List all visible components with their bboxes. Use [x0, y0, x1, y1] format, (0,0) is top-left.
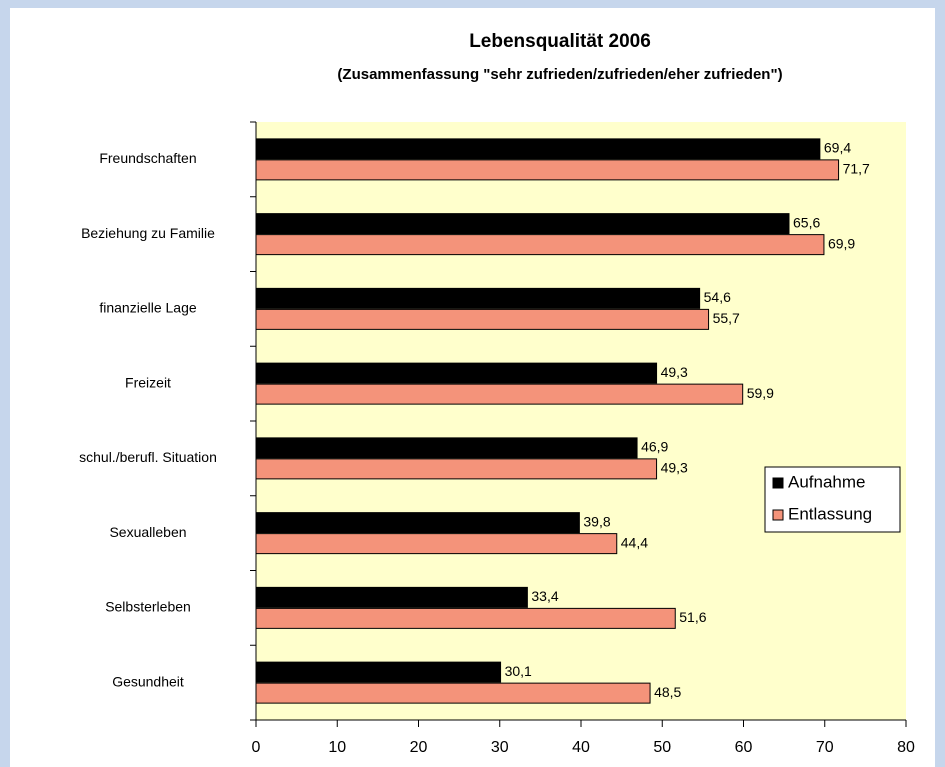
x-tick-label: 50: [653, 739, 671, 756]
x-tick-label: 20: [410, 739, 428, 756]
value-label: 44,4: [621, 534, 648, 550]
value-label: 49,3: [661, 364, 688, 380]
value-label: 69,9: [828, 235, 855, 251]
bar: [255, 159, 840, 181]
y-tick-label: Freizeit: [125, 374, 171, 390]
value-label: 48,5: [654, 684, 681, 700]
bar: [255, 607, 676, 629]
y-tick-label: schul./berufl. Situation: [79, 449, 217, 465]
value-label: 33,4: [531, 588, 558, 604]
value-label: 55,7: [713, 310, 740, 326]
plot-area: [256, 122, 906, 720]
bar: [255, 661, 502, 683]
value-label: 59,9: [747, 385, 774, 401]
value-label: 46,9: [641, 439, 668, 455]
y-tick-label: Beziehung zu Familie: [81, 225, 215, 241]
legend-swatch: [772, 509, 784, 521]
bar: [255, 362, 658, 384]
value-label: 51,6: [679, 609, 706, 625]
bar: [255, 437, 638, 459]
legend-swatch: [772, 477, 784, 489]
value-label: 49,3: [661, 460, 688, 476]
bar: [255, 383, 744, 405]
value-label: 71,7: [843, 161, 870, 177]
bar: [255, 458, 658, 480]
chart-subtitle: (Zusammenfassung "sehr zufrieden/zufried…: [337, 66, 782, 83]
y-tick-label: Gesundheit: [112, 673, 184, 689]
bar: [255, 533, 618, 555]
x-tick-label: 60: [735, 739, 753, 756]
x-tick-label: 30: [491, 739, 509, 756]
y-tick-label: Sexualleben: [109, 524, 186, 540]
value-label: 54,6: [704, 289, 731, 305]
bar: [255, 308, 710, 330]
value-label: 65,6: [793, 214, 820, 230]
y-tick-label: Freundschaften: [99, 150, 196, 166]
x-tick-label: 0: [252, 739, 261, 756]
x-tick-label: 40: [572, 739, 590, 756]
bar: [255, 586, 528, 608]
y-tick-label: Selbsterleben: [105, 599, 191, 615]
chart-title: Lebensqualität 2006: [469, 31, 651, 52]
bar: [255, 138, 821, 160]
bar: [255, 512, 580, 534]
x-tick-label: 80: [897, 739, 915, 756]
x-tick-label: 70: [816, 739, 834, 756]
bar: [255, 682, 651, 704]
bar: [255, 287, 701, 309]
value-label: 30,1: [505, 663, 532, 679]
bar: [255, 213, 790, 235]
legend-label: Aufnahme: [788, 472, 866, 491]
y-tick-label: finanzielle Lage: [99, 300, 197, 316]
legend: [764, 466, 901, 533]
legend-label: Entlassung: [788, 504, 872, 523]
x-tick-label: 10: [328, 739, 346, 756]
bar: [255, 234, 825, 256]
value-label: 39,8: [583, 513, 610, 529]
value-label: 69,4: [824, 140, 851, 156]
